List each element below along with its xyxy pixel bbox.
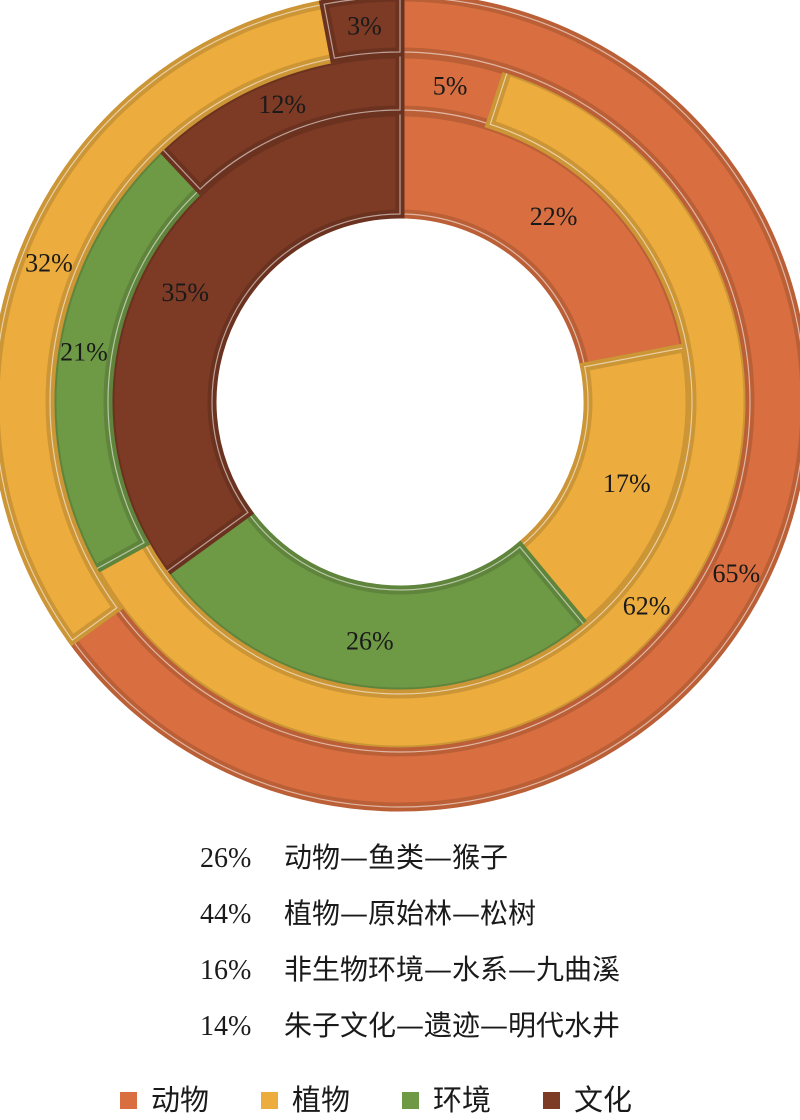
legend-item-culture: 文化 bbox=[543, 1084, 632, 1116]
legend-swatch bbox=[402, 1091, 420, 1109]
data-label-middle-plant: 62% bbox=[623, 591, 671, 620]
data-label-inner-culture: 35% bbox=[161, 278, 209, 307]
note-text: 植物—原始林—松树 bbox=[284, 897, 537, 930]
slice-edge bbox=[323, 0, 401, 59]
data-label-outer-plant: 32% bbox=[25, 249, 73, 278]
note-pct: 16% bbox=[200, 955, 252, 986]
note-text: 非生物环境—水系—九曲溪 bbox=[284, 953, 621, 986]
data-label-inner-plant: 17% bbox=[603, 469, 651, 498]
legend-swatch bbox=[261, 1091, 279, 1109]
sunburst-chart: 22% 17% 26% 35% 5% 62% 21% 12% 65% 32% 3% bbox=[0, 0, 800, 812]
legend-label: 环境 bbox=[433, 1083, 492, 1117]
data-label-inner-environment: 26% bbox=[346, 627, 394, 656]
legend-item-plant: 植物 bbox=[261, 1084, 350, 1116]
data-label-inner-animal: 22% bbox=[530, 202, 578, 231]
note-text: 朱子文化—遗迹—明代水井 bbox=[284, 1009, 621, 1042]
note-row: 14% 朱子文化—遗迹—明代水井 bbox=[200, 1006, 620, 1062]
note-pct: 26% bbox=[200, 843, 252, 874]
legend-swatch bbox=[120, 1091, 137, 1109]
data-label-middle-animal: 5% bbox=[433, 71, 468, 100]
note-text: 动物—鱼类—猴子 bbox=[284, 841, 509, 874]
data-label-middle-culture: 12% bbox=[258, 90, 306, 119]
note-row: 16% 非生物环境—水系—九曲溪 bbox=[200, 950, 620, 1006]
legend-swatch bbox=[543, 1091, 561, 1109]
legend: 动物 植物 环境 文化 bbox=[120, 1080, 684, 1120]
data-label-outer-culture: 3% bbox=[347, 12, 382, 41]
data-label-middle-environment: 21% bbox=[60, 337, 108, 366]
legend-label: 植物 bbox=[292, 1083, 351, 1117]
legend-item-environment: 环境 bbox=[402, 1084, 491, 1116]
legend-label: 文化 bbox=[574, 1083, 633, 1117]
note-pct: 14% bbox=[200, 1011, 252, 1042]
legend-label: 动物 bbox=[151, 1083, 210, 1117]
note-row: 44% 植物—原始林—松树 bbox=[200, 894, 620, 950]
notes-list: 26% 动物—鱼类—猴子 44% 植物—原始林—松树 16% 非生物环境—水系—九曲溪… bbox=[200, 838, 620, 1062]
note-pct: 44% bbox=[200, 899, 252, 930]
slice-edge bbox=[71, 0, 800, 808]
note-row: 26% 动物—鱼类—猴子 bbox=[200, 838, 620, 894]
data-label-outer-animal: 65% bbox=[713, 559, 761, 588]
legend-item-animal: 动物 bbox=[120, 1084, 209, 1116]
